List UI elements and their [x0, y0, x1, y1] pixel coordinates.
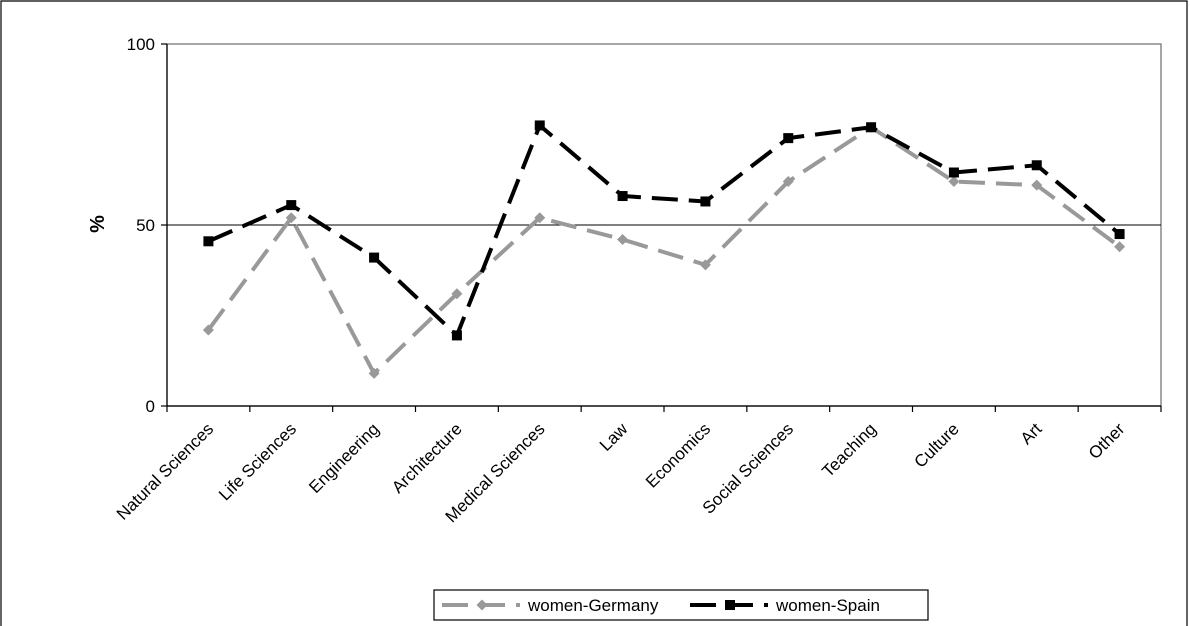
x-tick-label: Natural Sciences	[113, 419, 217, 523]
x-tick-label: Economics	[642, 419, 714, 491]
x-tick-label: Law	[596, 419, 632, 455]
data-point	[451, 330, 462, 341]
legend-label: women-Spain	[775, 596, 880, 615]
y-tick-label: 100	[127, 35, 155, 54]
legend-label: women-Germany	[527, 596, 659, 615]
data-point	[948, 176, 960, 188]
data-point	[1031, 160, 1042, 171]
data-point	[1031, 179, 1043, 191]
data-point	[783, 133, 794, 144]
series-women-Germany	[202, 121, 1126, 379]
data-point	[866, 122, 877, 133]
series-line	[207, 123, 1121, 338]
series-line	[206, 125, 1121, 376]
data-point	[202, 324, 214, 336]
series-women-Spain	[203, 120, 1125, 341]
x-tick-label: Culture	[911, 419, 963, 471]
x-tick-label: Art	[1017, 419, 1046, 448]
legend-marker	[476, 599, 488, 611]
data-point	[617, 191, 628, 202]
legend-entry: women-Spain	[690, 596, 880, 615]
data-point	[203, 236, 214, 247]
data-point	[369, 252, 380, 263]
data-point	[1114, 241, 1126, 253]
x-tick-label: Engineering	[305, 419, 383, 497]
data-point	[285, 212, 297, 224]
y-tick-label: 50	[136, 216, 155, 235]
y-tick-label: 0	[146, 397, 155, 416]
data-point	[782, 176, 794, 188]
y-axis-label: %	[87, 215, 109, 233]
data-point	[451, 288, 463, 300]
data-point	[368, 367, 380, 379]
x-tick-label: Life Sciences	[215, 419, 300, 504]
data-point	[700, 196, 711, 207]
data-point	[617, 233, 629, 245]
x-tick-label: Social Sciences	[699, 419, 797, 517]
x-tick-label: Architecture	[388, 419, 466, 497]
x-tick-label: Other	[1085, 419, 1129, 463]
legend-marker	[725, 600, 735, 610]
data-point	[534, 212, 546, 224]
data-point	[534, 120, 545, 131]
legend-entry: women-Germany	[442, 596, 659, 615]
data-point	[699, 259, 711, 271]
x-tick-label: Teaching	[818, 419, 880, 481]
data-point	[948, 167, 959, 178]
data-point	[1114, 229, 1125, 240]
data-point	[286, 200, 297, 211]
